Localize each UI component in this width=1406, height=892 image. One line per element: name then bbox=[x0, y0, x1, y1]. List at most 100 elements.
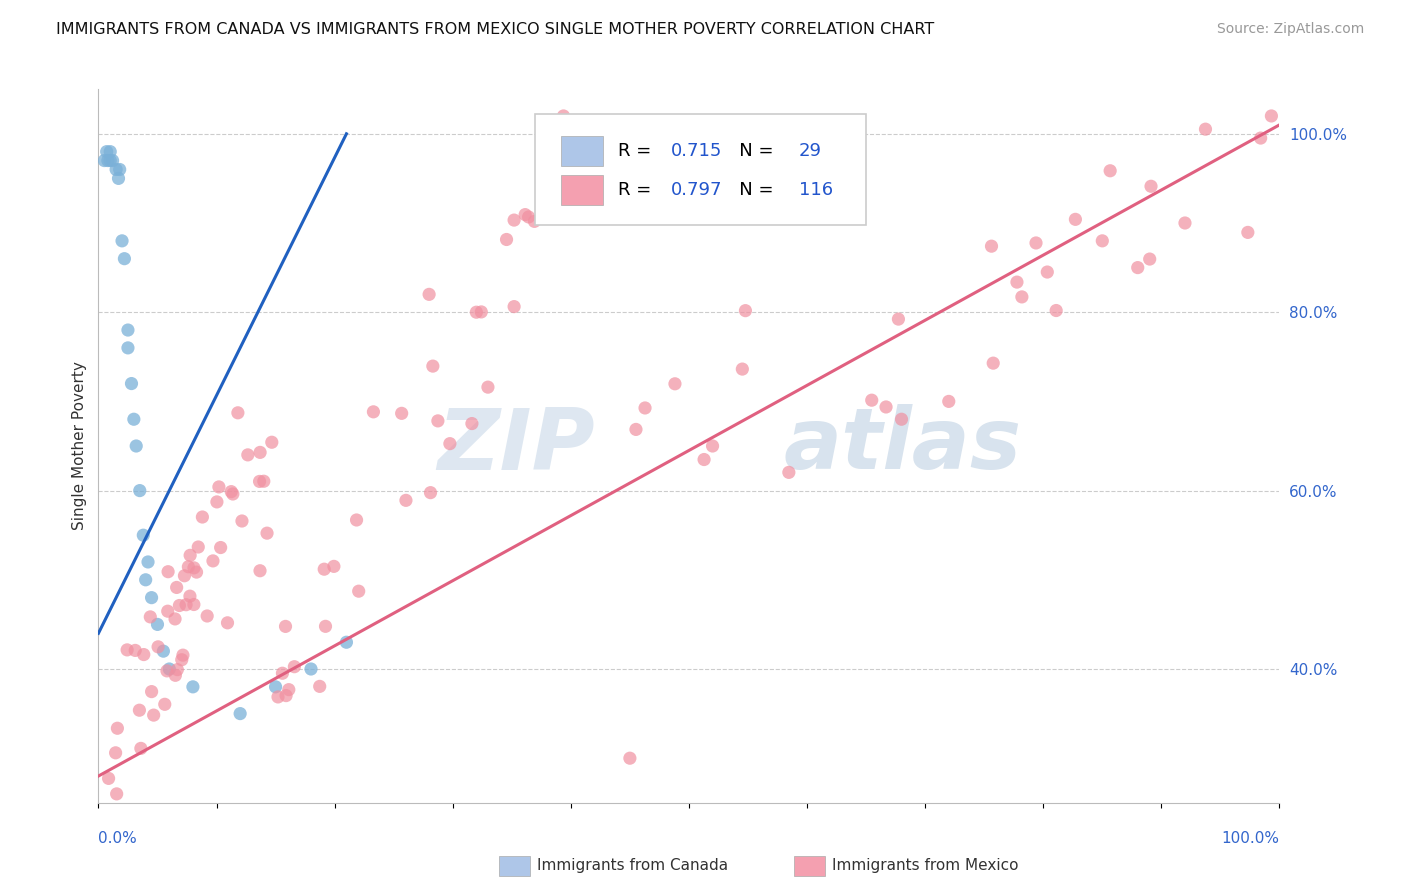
Point bbox=[422, 359, 444, 373]
Point bbox=[1011, 290, 1033, 304]
Text: N =: N = bbox=[723, 143, 779, 161]
Point bbox=[314, 562, 336, 576]
Point bbox=[702, 439, 724, 453]
Point bbox=[347, 584, 370, 599]
Point bbox=[108, 162, 131, 177]
Point bbox=[249, 475, 271, 489]
Point bbox=[153, 698, 176, 712]
Text: Immigrants from Mexico: Immigrants from Mexico bbox=[832, 858, 1019, 872]
Text: Immigrants from Canada: Immigrants from Canada bbox=[537, 858, 728, 872]
Point bbox=[146, 640, 169, 654]
Point bbox=[122, 412, 145, 426]
Point bbox=[256, 526, 278, 541]
Point bbox=[890, 412, 912, 426]
Point bbox=[277, 682, 299, 697]
Point bbox=[187, 540, 209, 554]
Point bbox=[124, 643, 146, 657]
Point bbox=[172, 648, 194, 662]
Point bbox=[322, 559, 344, 574]
Point bbox=[125, 439, 148, 453]
Text: 29: 29 bbox=[799, 143, 821, 161]
Point bbox=[141, 684, 163, 698]
Point bbox=[860, 393, 883, 408]
Point bbox=[128, 703, 150, 717]
Point bbox=[553, 109, 575, 123]
Point bbox=[142, 708, 165, 723]
Point bbox=[1194, 122, 1216, 136]
Point bbox=[98, 145, 121, 159]
Point bbox=[503, 300, 526, 314]
Point bbox=[624, 422, 647, 436]
FancyBboxPatch shape bbox=[536, 114, 866, 225]
Point bbox=[141, 591, 163, 605]
Point bbox=[173, 568, 195, 582]
Point bbox=[181, 680, 204, 694]
Y-axis label: Single Mother Poverty: Single Mother Poverty bbox=[72, 361, 87, 531]
Point bbox=[938, 394, 960, 409]
Point bbox=[634, 401, 657, 415]
Point bbox=[121, 376, 143, 391]
Point bbox=[117, 323, 139, 337]
Point bbox=[267, 690, 290, 704]
Point bbox=[1064, 212, 1087, 227]
Point bbox=[217, 615, 239, 630]
Point bbox=[980, 239, 1002, 253]
Point bbox=[260, 435, 283, 450]
Point bbox=[231, 514, 253, 528]
Point bbox=[1250, 131, 1272, 145]
Point bbox=[346, 513, 368, 527]
Point bbox=[1099, 163, 1122, 178]
Point bbox=[209, 541, 232, 555]
Point bbox=[105, 787, 128, 801]
Point bbox=[174, 598, 197, 612]
Point bbox=[136, 555, 159, 569]
Point bbox=[1260, 109, 1282, 123]
FancyBboxPatch shape bbox=[561, 136, 603, 166]
Point bbox=[335, 635, 357, 649]
Point bbox=[195, 609, 218, 624]
Point bbox=[156, 664, 179, 678]
Point bbox=[419, 485, 441, 500]
Point bbox=[1174, 216, 1197, 230]
Point bbox=[274, 689, 297, 703]
Point bbox=[1036, 265, 1059, 279]
Text: 0.0%: 0.0% bbox=[98, 831, 138, 846]
Text: 116: 116 bbox=[799, 181, 832, 199]
Point bbox=[1140, 179, 1163, 194]
Point bbox=[461, 417, 484, 431]
Point bbox=[1091, 234, 1114, 248]
Point bbox=[249, 445, 271, 459]
Text: R =: R = bbox=[619, 181, 657, 199]
Point bbox=[517, 210, 540, 224]
Point bbox=[117, 341, 139, 355]
Point bbox=[315, 619, 337, 633]
Point bbox=[619, 751, 641, 765]
Point bbox=[523, 214, 546, 228]
Point bbox=[439, 436, 461, 450]
Point bbox=[101, 153, 124, 168]
Point bbox=[249, 564, 271, 578]
Point bbox=[107, 171, 129, 186]
Point bbox=[170, 653, 193, 667]
Point bbox=[179, 549, 201, 563]
Point bbox=[465, 305, 488, 319]
Point bbox=[271, 666, 294, 681]
Point bbox=[146, 617, 169, 632]
Point bbox=[470, 305, 492, 319]
Point bbox=[543, 119, 565, 133]
Point bbox=[274, 619, 297, 633]
Point bbox=[981, 356, 1004, 370]
Point bbox=[104, 746, 127, 760]
Point bbox=[308, 679, 330, 693]
Point bbox=[132, 528, 155, 542]
Text: Source: ZipAtlas.com: Source: ZipAtlas.com bbox=[1216, 22, 1364, 37]
Point bbox=[1237, 226, 1260, 240]
Point bbox=[139, 610, 162, 624]
Point bbox=[97, 772, 120, 786]
Text: ZIP: ZIP bbox=[437, 404, 595, 488]
Point bbox=[157, 565, 180, 579]
Text: IMMIGRANTS FROM CANADA VS IMMIGRANTS FROM MEXICO SINGLE MOTHER POVERTY CORRELATI: IMMIGRANTS FROM CANADA VS IMMIGRANTS FRO… bbox=[56, 22, 935, 37]
Text: N =: N = bbox=[723, 181, 779, 199]
Point bbox=[186, 565, 208, 579]
Point bbox=[503, 213, 526, 227]
